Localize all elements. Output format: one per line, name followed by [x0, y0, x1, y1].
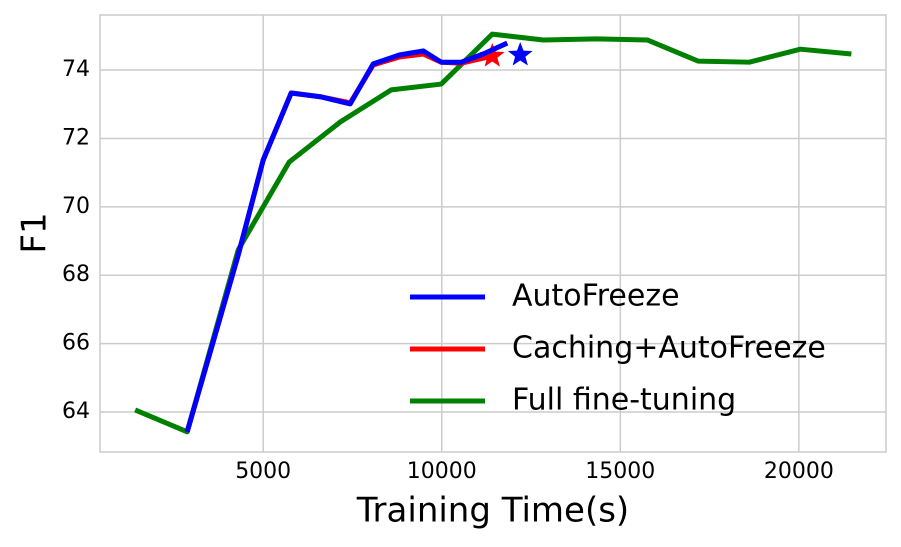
legend-label: AutoFreeze [512, 279, 680, 314]
x-tick-label: 10000 [407, 459, 477, 484]
y-tick-label: 70 [62, 194, 90, 219]
series-line [184, 51, 493, 433]
y-tick-label: 74 [62, 57, 90, 82]
x-tick-label: 20000 [764, 459, 834, 484]
x-tick-label: 15000 [585, 459, 655, 484]
x-axis-label: Training Time(s) [356, 491, 629, 531]
y-tick-label: 68 [62, 262, 90, 287]
y-tick-label: 72 [62, 125, 90, 150]
final-marker [507, 42, 533, 66]
x-tick-label: 5000 [235, 459, 291, 484]
legend-label: Full fine-tuning [512, 383, 736, 418]
legend-label: Caching+AutoFreeze [512, 331, 826, 366]
series-line [184, 40, 509, 433]
y-tick-label: 64 [62, 399, 90, 424]
plot-frame [99, 14, 887, 453]
series-line [134, 31, 852, 435]
y-axis-label: F1 [15, 212, 55, 253]
y-tick-label: 66 [62, 331, 90, 356]
final-marker [479, 43, 505, 67]
